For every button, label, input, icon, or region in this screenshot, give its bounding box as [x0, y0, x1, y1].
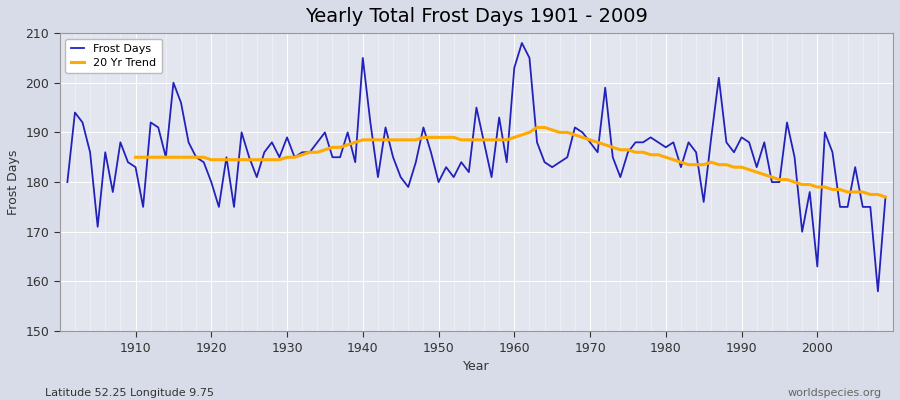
Frost Days [517, 40, 527, 45]
Frost Days [122, 160, 133, 165]
20 Yr Trend [827, 187, 838, 192]
20 Yr Trend [304, 150, 315, 155]
Frost Days [501, 160, 512, 165]
Frost Days [608, 155, 618, 160]
Text: Latitude 52.25 Longitude 9.75: Latitude 52.25 Longitude 9.75 [45, 388, 214, 398]
Y-axis label: Frost Days: Frost Days [7, 149, 20, 215]
Line: Frost Days: Frost Days [68, 43, 886, 291]
Frost Days [872, 289, 883, 294]
20 Yr Trend [880, 194, 891, 199]
20 Yr Trend [130, 155, 141, 160]
Text: worldspecies.org: worldspecies.org [788, 388, 882, 398]
20 Yr Trend [585, 138, 596, 142]
Line: 20 Yr Trend: 20 Yr Trend [136, 128, 886, 197]
20 Yr Trend [532, 125, 543, 130]
Frost Days [289, 155, 300, 160]
X-axis label: Year: Year [464, 360, 490, 373]
Frost Days [335, 155, 346, 160]
20 Yr Trend [274, 157, 285, 162]
20 Yr Trend [517, 132, 527, 137]
Legend: Frost Days, 20 Yr Trend: Frost Days, 20 Yr Trend [66, 39, 162, 73]
Title: Yearly Total Frost Days 1901 - 2009: Yearly Total Frost Days 1901 - 2009 [305, 7, 648, 26]
Frost Days [62, 180, 73, 184]
20 Yr Trend [850, 190, 860, 194]
Frost Days [508, 66, 519, 70]
Frost Days [880, 194, 891, 199]
